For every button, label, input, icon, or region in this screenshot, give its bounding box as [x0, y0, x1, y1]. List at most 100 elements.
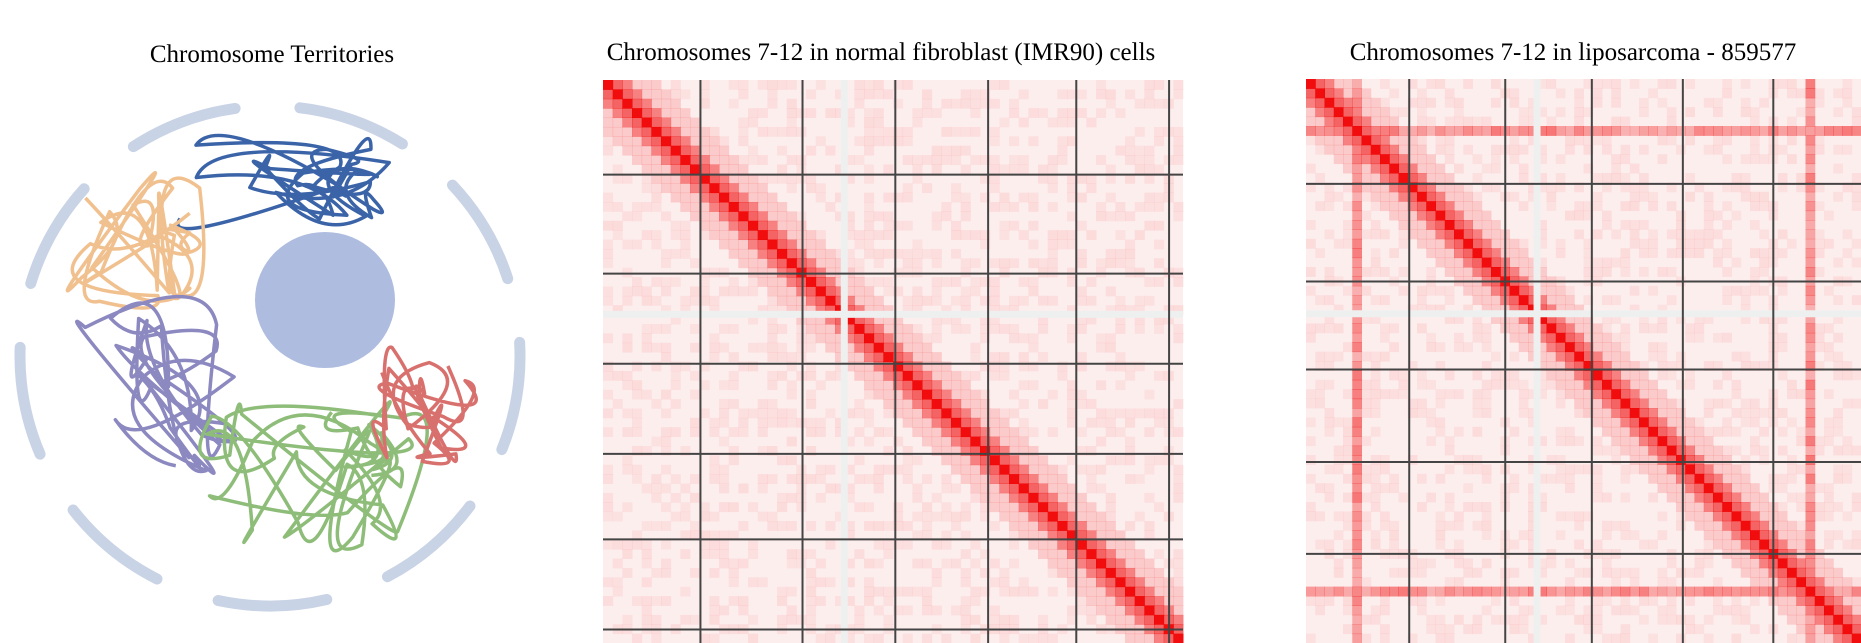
map-cell: [1362, 493, 1372, 503]
map-cell: [1722, 248, 1732, 258]
map-cell: [1173, 127, 1183, 137]
map-cell: [1648, 427, 1658, 437]
map-cell: [999, 437, 1009, 447]
map-cell: [1048, 521, 1058, 531]
map-cell: [1593, 446, 1603, 456]
map-cell: [632, 80, 642, 90]
map-cell: [1815, 126, 1825, 136]
map-cell: [671, 89, 681, 99]
map-cell: [622, 108, 632, 118]
map-cell: [941, 540, 951, 550]
map-cell: [825, 146, 835, 156]
map-cell: [970, 286, 980, 296]
map-cell: [1722, 417, 1732, 427]
map-cell: [767, 89, 777, 99]
map-cell: [912, 352, 922, 362]
map-cell: [1630, 399, 1640, 409]
map-cell: [680, 108, 690, 118]
map-cell: [951, 521, 961, 531]
map-cell: [1009, 296, 1019, 306]
map-cell: [651, 230, 661, 240]
map-cell: [1639, 427, 1649, 437]
map-cell: [1019, 437, 1029, 447]
map-cell: [1843, 229, 1853, 239]
map-cell: [1759, 521, 1769, 531]
map-cell: [1732, 634, 1742, 643]
map-cell: [1325, 135, 1335, 145]
map-cell: [603, 333, 613, 343]
map-cell: [1639, 145, 1649, 155]
map-cell: [690, 211, 700, 221]
map-cell: [1096, 202, 1106, 212]
map-cell: [1173, 605, 1183, 615]
nuclear-envelope: [133, 108, 235, 146]
map-cell: [1639, 370, 1649, 380]
map-cell: [777, 240, 787, 250]
map-cell: [1510, 248, 1520, 258]
map-cell: [1621, 220, 1631, 230]
map-cell: [1086, 615, 1096, 625]
map-cell: [961, 99, 971, 109]
map-cell: [729, 221, 739, 231]
map-cell: [1491, 220, 1501, 230]
map-cell: [748, 155, 758, 165]
map-cell: [719, 155, 729, 165]
map-cell: [1602, 145, 1612, 155]
map-cell: [1325, 427, 1335, 437]
map-cell: [642, 605, 652, 615]
map-cell: [1154, 615, 1164, 625]
map-cell: [816, 465, 826, 475]
map-cell: [1352, 540, 1362, 550]
map-cell: [990, 99, 1000, 109]
map-cell: [1389, 370, 1399, 380]
map-cell: [932, 408, 942, 418]
map-cell: [1473, 239, 1483, 249]
map-cell: [1115, 324, 1125, 334]
map-cell: [1473, 615, 1483, 625]
map-cell: [816, 80, 826, 90]
map-cell: [1565, 286, 1575, 296]
map-cell: [1806, 267, 1816, 277]
map-cell: [1306, 88, 1316, 98]
map-cell: [1796, 173, 1806, 183]
map-cell: [1352, 98, 1362, 108]
map-cell: [912, 399, 922, 409]
map-cell: [1371, 164, 1381, 174]
map-cell: [1732, 352, 1742, 362]
map-cell: [999, 483, 1009, 493]
map-cell: [1806, 483, 1816, 493]
map-cell: [1389, 135, 1399, 145]
map-cell: [1473, 323, 1483, 333]
map-cell: [961, 202, 971, 212]
map-cell: [1833, 145, 1843, 155]
map-cell: [1778, 587, 1788, 597]
map-cell: [690, 615, 700, 625]
map-cell: [777, 258, 787, 268]
map-cell: [864, 596, 874, 606]
map-cell: [1389, 248, 1399, 258]
map-cell: [1806, 417, 1816, 427]
map-cell: [1630, 464, 1640, 474]
map-cell: [1038, 502, 1048, 512]
map-cell: [1362, 634, 1372, 643]
map-cell: [1611, 446, 1621, 456]
map-cell: [990, 455, 1000, 465]
map-cell: [1106, 577, 1116, 587]
map-cell: [1574, 201, 1584, 211]
map-cell: [883, 540, 893, 550]
map-cell: [622, 118, 632, 128]
map-cell: [1389, 323, 1399, 333]
map-cell: [622, 333, 632, 343]
map-cell: [1778, 427, 1788, 437]
map-cell: [1362, 164, 1372, 174]
map-cell: [1510, 568, 1520, 578]
map-cell: [1473, 154, 1483, 164]
map-cell: [1463, 79, 1473, 89]
map-cell: [1741, 511, 1751, 521]
map-cell: [719, 437, 729, 447]
map-cell: [1658, 483, 1668, 493]
map-cell: [1009, 408, 1019, 418]
map-cell: [999, 427, 1009, 437]
map-cell: [1593, 88, 1603, 98]
map-cell: [622, 371, 632, 381]
